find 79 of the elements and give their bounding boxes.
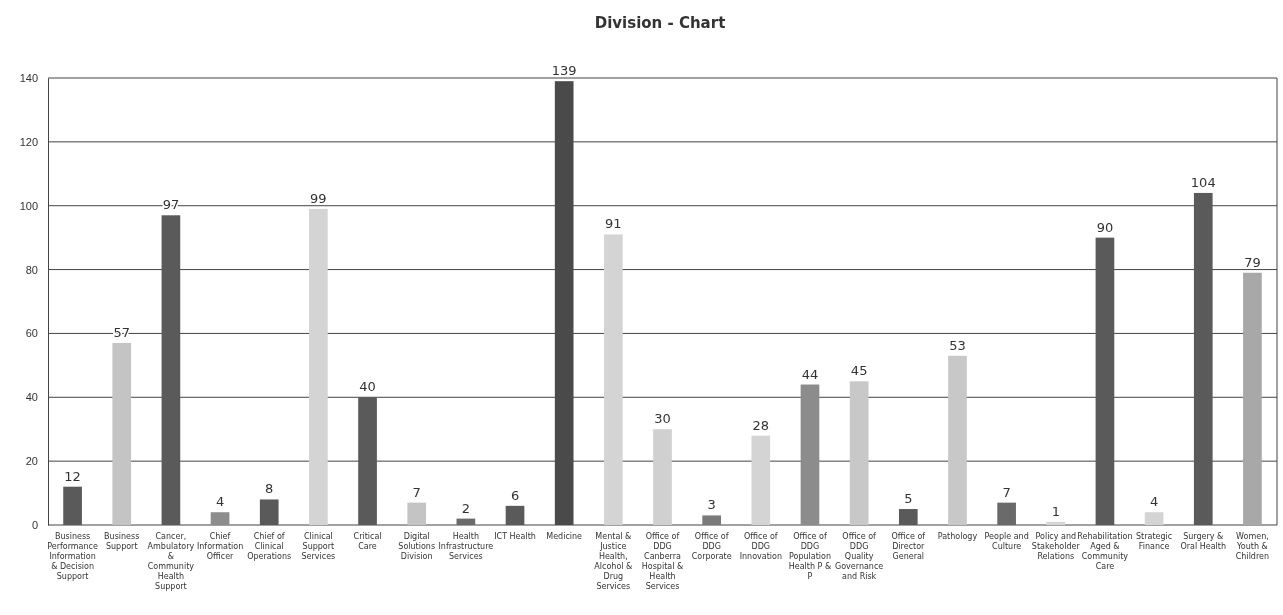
data-label: 2 [461,500,470,516]
x-tick-label: Office of DDG Population Health P & P [788,532,832,581]
data-label: 8 [265,481,274,497]
data-label: 44 [801,366,819,382]
x-tick-label: Business Support [104,532,140,551]
data-label: 7 [1002,484,1011,500]
data-label: 12 [64,468,81,484]
x-tick-label: Digital Solutions Division [398,532,436,561]
x-tick-label: Office of Director General [891,532,926,561]
data-label: 6 [510,487,520,503]
bar [456,518,476,525]
bar [1193,192,1213,525]
x-tick-label: People and Culture [984,532,1029,551]
x-tick-label: Business Performance Information & Decision Support [47,532,98,581]
data-label: 40 [359,379,376,395]
y-tick-label: 20 [25,455,38,468]
data-label: 4 [215,494,225,510]
bar [259,499,279,525]
bar [702,515,721,525]
y-tick-label: 100 [19,199,38,212]
data-label: 5 [904,491,913,507]
data-label: 99 [310,190,327,206]
bar [997,502,1016,525]
data-label: 7 [412,484,421,500]
bar [1046,521,1066,525]
x-tick-label: ICT Health [494,532,536,541]
x-tick-label: Women, Youth & Children [1235,532,1270,561]
x-tick-label: Health Infrastructure Services [438,532,494,561]
data-label: 90 [1096,219,1114,235]
bar [653,429,672,525]
x-tick-label: Strategic Finance [1136,532,1173,551]
x-tick-label: Office of DDG Corporate [691,532,732,561]
x-tick-label: Critical Care [353,532,382,551]
bar [210,512,230,525]
y-tick-label: 120 [19,135,38,148]
y-tick-label: 80 [25,263,38,276]
x-tick-label: Medicine [546,532,583,541]
x-tick-label: Chief of Clinical Operations [247,532,292,561]
bar [505,505,525,525]
bar [751,435,771,525]
bar [898,509,918,525]
bar [161,215,181,525]
data-label: 3 [707,497,716,513]
x-tick-label: Clinical Support Services [301,532,336,561]
data-label: 30 [654,411,671,427]
data-label: 45 [850,363,868,379]
data-label: 1 [1051,503,1060,519]
data-label: 104 [1190,174,1216,190]
bar [358,397,377,525]
y-tick-label: 0 [31,519,38,532]
bar [849,381,869,525]
data-label: 4 [1149,494,1159,510]
x-tick-label: Office of DDG Canberra Hospital & Health Services [641,532,684,591]
data-label: 139 [551,63,577,79]
x-tick-label: Cancer, Ambulatory & Community Health Support [147,532,195,591]
bar [112,343,132,525]
x-tick-label: Office of DDG Quality Governance and Risk [835,532,884,581]
bar [800,384,820,525]
bar [407,502,427,525]
x-tick-label: Office of DDG Innovation [739,532,782,561]
bar [1095,237,1115,525]
x-tick-label: Pathology [937,532,978,541]
x-tick-label: Chief Information Officer [196,532,244,561]
bar [309,208,328,525]
chart-title: Division - Chart [594,14,726,32]
data-label: 79 [1244,254,1261,270]
x-tick-label: Mental & Justice Health, Alcohol & Drug Services [594,532,633,591]
y-tick-label: 140 [19,72,38,85]
y-tick-label: 40 [25,391,38,404]
bar [1243,272,1262,525]
data-label: 53 [949,337,966,353]
data-label: 28 [752,417,770,433]
data-label: 91 [605,216,622,232]
bar [604,234,623,525]
bar [948,355,967,525]
bar [63,486,82,525]
y-tick-label: 60 [25,327,38,340]
bar [1144,512,1164,525]
x-tick-label: Surgery & Oral Health [1180,532,1227,551]
